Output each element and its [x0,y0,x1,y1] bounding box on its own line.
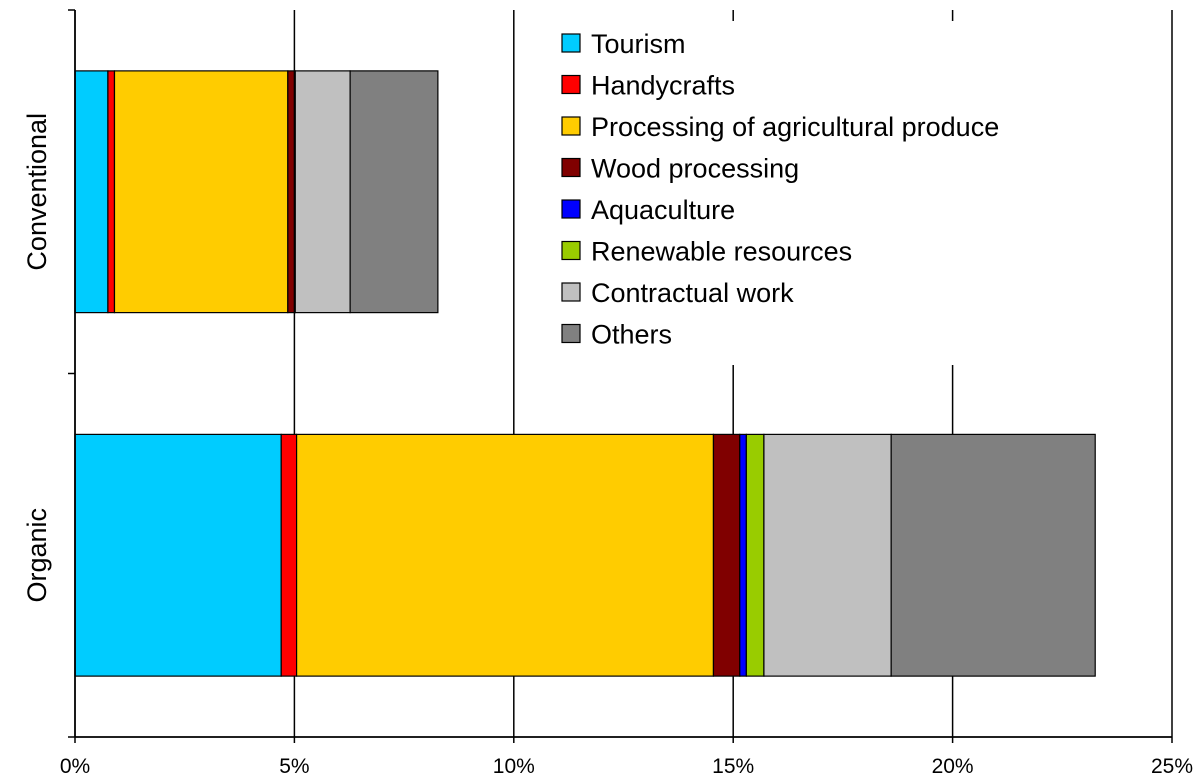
legend-label: Wood processing [591,154,799,184]
legend-label: Aquaculture [591,195,735,225]
legend-label: Renewable resources [591,237,852,267]
bar-segment [745,433,765,677]
x-tick-label: 5% [279,755,309,778]
legend-swatch [561,199,581,219]
x-tick-label: 20% [932,755,974,778]
bar-segment [74,433,282,677]
legend-swatch [561,74,581,95]
x-tick-label: 15% [712,755,754,778]
x-tick-label: 0% [60,755,90,778]
bar-segment [107,70,116,314]
bar-segment [712,433,741,677]
legend-swatch [561,33,581,53]
bar-segment [349,70,439,314]
bar-segment [287,70,295,314]
bar-segment [739,433,747,677]
bar-segment [295,433,715,677]
legend-label: Tourism [591,29,686,59]
legend-label: Processing of agricultural produce [591,112,999,142]
bar-segment [890,433,1096,677]
y-category-label: Conventional [22,113,52,271]
bar-segment [113,70,289,314]
legend-swatch [561,323,581,344]
legend-background [548,21,1078,365]
bar-segment [280,433,298,677]
legend-label: Handycrafts [591,71,735,101]
legend-label: Others [591,320,672,350]
bar-segment [294,70,351,314]
legend: Tourism Handycrafts Processing of agricult… [548,21,1078,365]
legend-swatch [561,157,581,178]
x-tick-label: 10% [493,755,535,778]
axes: 0% 5% 10% 15% 20% 25% Conventional Organic [22,9,1193,778]
bar-segment [74,70,109,314]
bar-segment [763,433,892,677]
legend-swatch [561,282,581,302]
legend-swatch [561,116,581,136]
legend-swatch [561,240,581,261]
y-category-label: Organic [22,508,52,603]
x-tick-label: 25% [1151,755,1193,778]
bars [74,70,1096,677]
legend-label: Contractual work [591,278,794,308]
